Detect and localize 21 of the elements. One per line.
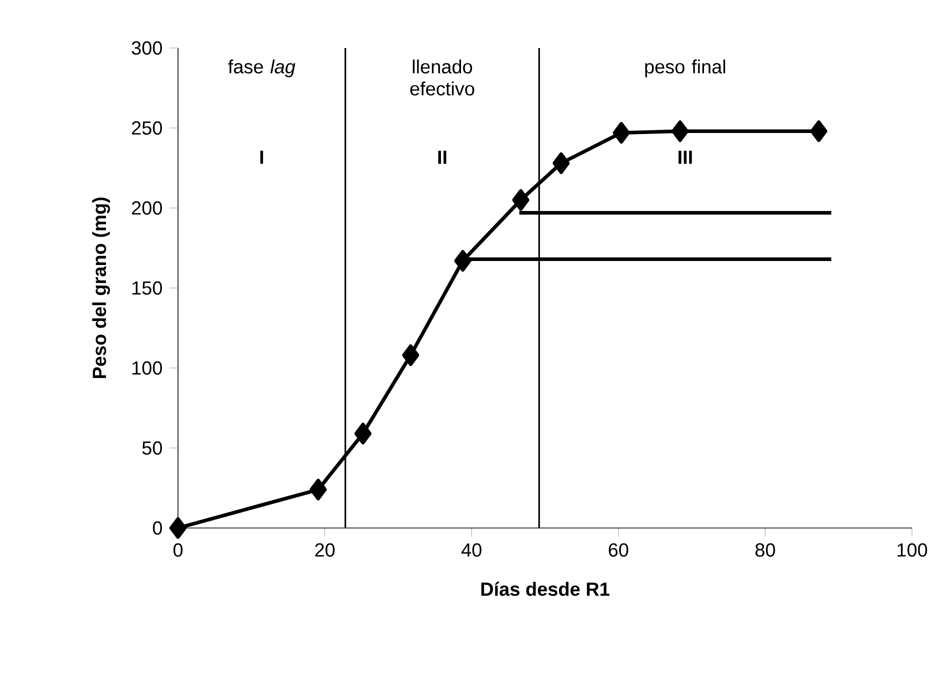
x-tick-label: 100 — [898, 543, 928, 557]
y-tick-label: 100 — [132, 361, 162, 375]
x-tick-label: 0 — [173, 543, 183, 557]
x-tick-label: 80 — [755, 543, 776, 557]
x-tick-label: 60 — [608, 543, 628, 557]
annotation: II — [438, 150, 446, 164]
annotation: I — [260, 150, 264, 164]
annotation: fase lag — [228, 60, 296, 78]
y-tick-label: 200 — [132, 201, 162, 215]
x-tick-label: 20 — [315, 543, 335, 557]
y-tick-label: 150 — [132, 281, 162, 295]
annotation: peso final — [645, 60, 726, 78]
y-tick-label: 50 — [142, 441, 162, 455]
y-tick-label: 250 — [132, 121, 162, 135]
x-axis-title: Días desde R1 — [481, 582, 610, 596]
x-tick-label: 40 — [461, 543, 482, 557]
annotation: llenado efectivo — [410, 60, 474, 96]
annotation: III — [678, 150, 692, 164]
y-tick-label: 0 — [152, 521, 162, 535]
y-axis-title: Peso del grano (mg) — [92, 198, 110, 378]
y-tick-label: 300 — [132, 41, 162, 55]
